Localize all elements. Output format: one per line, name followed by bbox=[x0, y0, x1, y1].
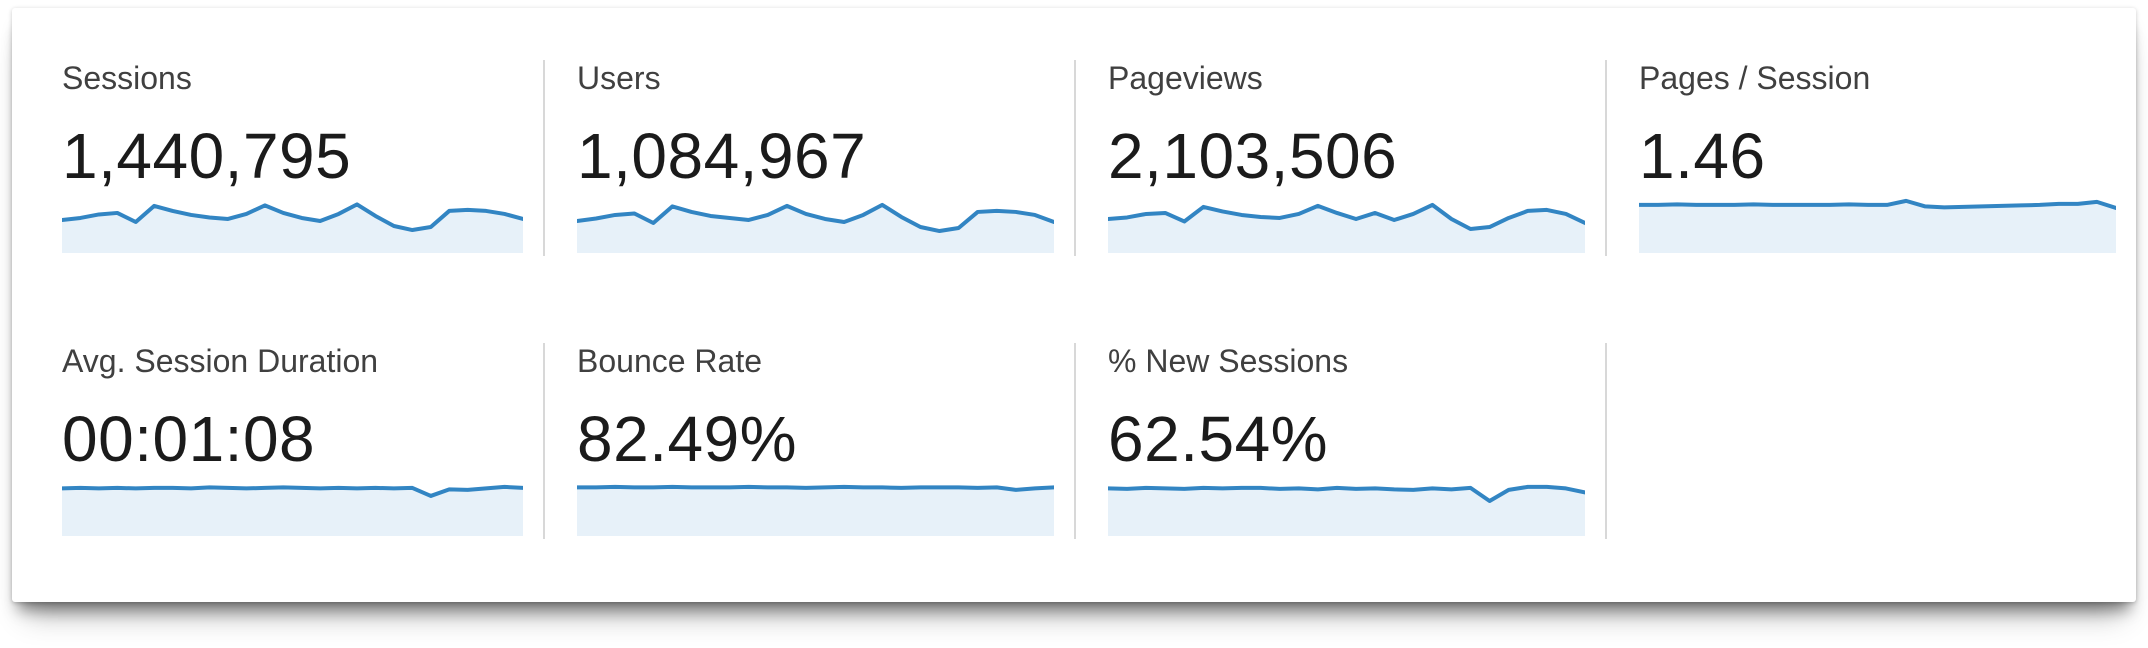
metric-value: 62.54% bbox=[1108, 403, 1329, 475]
metric-value: 1,084,967 bbox=[577, 120, 867, 192]
metric-card-pages-per-session[interactable]: Pages / Session 1.46 bbox=[1605, 60, 2136, 256]
pages-per-session-sparkline-chart bbox=[1639, 195, 2116, 253]
metric-label: % New Sessions bbox=[1108, 343, 1349, 379]
metric-label: Pages / Session bbox=[1639, 60, 1871, 96]
metric-card-users[interactable]: Users 1,084,967 bbox=[543, 60, 1074, 256]
empty-metric-cell bbox=[1605, 343, 2136, 539]
metric-card-avg-session-duration[interactable]: Avg. Session Duration 00:01:08 bbox=[12, 343, 543, 539]
users-sparkline-chart bbox=[577, 195, 1054, 253]
metric-value: 2,103,506 bbox=[1108, 120, 1398, 192]
metric-value: 00:01:08 bbox=[62, 403, 316, 475]
metric-card-sessions[interactable]: Sessions 1,440,795 bbox=[12, 60, 543, 256]
metric-card-new-sessions[interactable]: % New Sessions 62.54% bbox=[1074, 343, 1605, 539]
metric-value: 82.49% bbox=[577, 403, 798, 475]
metric-value: 1,440,795 bbox=[62, 120, 352, 192]
bounce-rate-sparkline-chart bbox=[577, 478, 1054, 536]
metric-card-bounce-rate[interactable]: Bounce Rate 82.49% bbox=[543, 343, 1074, 539]
metric-label: Sessions bbox=[62, 60, 192, 96]
metric-card-pageviews[interactable]: Pageviews 2,103,506 bbox=[1074, 60, 1605, 256]
metric-label: Pageviews bbox=[1108, 60, 1263, 96]
metric-label: Bounce Rate bbox=[577, 343, 763, 379]
sessions-sparkline-chart bbox=[62, 195, 523, 253]
metric-value: 1.46 bbox=[1639, 120, 1766, 192]
metric-label: Users bbox=[577, 60, 661, 96]
pageviews-sparkline-chart bbox=[1108, 195, 1585, 253]
new-sessions-sparkline-chart bbox=[1108, 478, 1585, 536]
metric-label: Avg. Session Duration bbox=[62, 343, 379, 379]
avg-session-duration-sparkline-chart bbox=[62, 478, 523, 536]
metrics-summary-panel: Sessions 1,440,795 Users 1,084,967 Pagev… bbox=[12, 8, 2136, 602]
